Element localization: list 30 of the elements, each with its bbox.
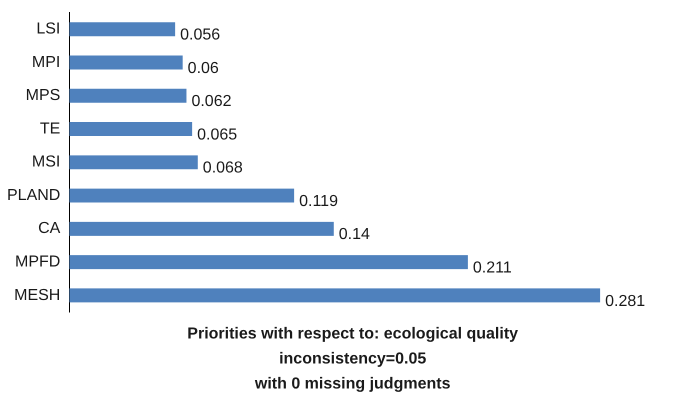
bar: [69, 188, 294, 203]
data-label: 0.119: [299, 192, 338, 210]
bar: [69, 255, 468, 270]
bar: [69, 56, 183, 70]
bar: [69, 88, 186, 103]
data-label: 0.06: [188, 60, 219, 77]
bar: [69, 122, 192, 136]
y-tick-label: MSI: [32, 154, 60, 171]
data-label: 0.281: [605, 292, 646, 310]
data-label: 0.068: [202, 160, 243, 177]
y-tick-label: MPI: [32, 54, 60, 71]
y-tick-label: MPS: [26, 87, 60, 104]
data-label: 0.14: [338, 226, 370, 244]
data-label: 0.065: [197, 126, 238, 144]
text: with 0 missing judgments: [254, 375, 451, 392]
data-label: 0.062: [191, 93, 232, 110]
y-tick-label: CA: [38, 220, 61, 238]
y-tick-label: MPFD: [15, 254, 60, 271]
text: Priorities with respect to: ecological quality: [187, 325, 518, 342]
data-label: 0.211: [472, 260, 512, 277]
y-tick-label: LSI: [36, 20, 60, 38]
bar: [69, 155, 198, 170]
data-label: 0.056: [180, 26, 220, 44]
y-tick-label: MESH: [14, 286, 60, 304]
text: inconsistency=0.05: [279, 350, 426, 368]
bar: [69, 222, 334, 236]
y-tick-label: PLAND: [6, 186, 60, 204]
bar: [69, 22, 176, 36]
y-tick-label: TE: [40, 120, 60, 138]
bar: [69, 288, 600, 302]
